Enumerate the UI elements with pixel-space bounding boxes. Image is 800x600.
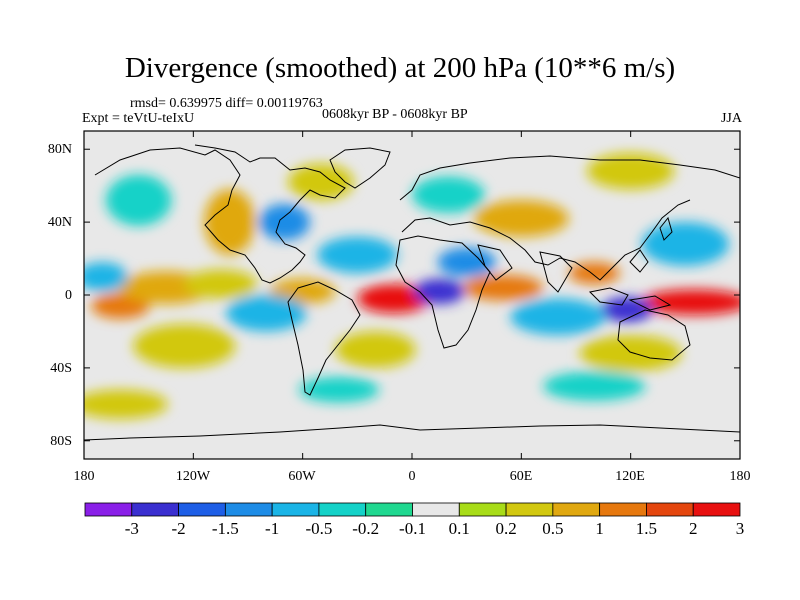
colorbar-label: -3 [124,519,139,538]
divergence-blob [473,200,569,237]
colorbar-label: -1.5 [211,519,239,538]
colorbar-swatch [412,502,460,517]
colorbar-label: -0.5 [305,519,333,538]
colorbar-swatch [646,502,694,517]
divergence-blob [357,284,431,314]
divergence-blob [84,389,168,419]
colorbar-label: 0.1 [448,519,470,538]
colorbar-label: 1 [595,519,604,538]
colorbar-swatch [599,502,647,517]
colorbar-label: 1.5 [635,519,658,538]
divergence-blob [412,176,485,213]
divergence-field [84,152,740,419]
divergence-blob [437,247,496,277]
divergence-blob [288,163,354,201]
divergence-blob [510,298,606,336]
lat-tick-label: 80N [47,142,72,157]
axis-ticks [83,131,741,459]
divergence-blob [258,203,310,241]
colorbar-swatch [131,502,179,517]
divergence-blob [317,236,398,274]
colorbar-swatch [552,502,601,517]
colorbar-swatch [318,502,367,517]
colorbar-label: 3 [735,519,745,538]
divergence-blob [463,274,544,301]
colorbar-label: -0.1 [399,519,426,538]
divergence-blob [299,377,380,403]
divergence-blob [413,278,465,305]
lon-tick-label: 0 [408,469,416,484]
colorbar-swatch [84,502,133,517]
stats-text: rmsd= 0.639975 diff= 0.00119763 [130,96,323,111]
experiment-label: Expt = teVtU-teIxU [82,111,195,126]
divergence-blob [184,269,258,299]
divergence-blob [543,371,646,401]
lon-tick-label: 120W [175,469,211,484]
colorbar-label: 0.5 [542,519,564,538]
divergence-blob [84,262,128,292]
colorbar-swatch [224,502,273,517]
colorbar-label: -1 [265,519,280,538]
divergence-blob [579,335,682,372]
divergence-blob [639,289,740,316]
lon-tick-label: 60E [509,469,533,484]
lat-tick-label: 0 [65,288,72,303]
colorbar [84,502,741,517]
colorbar-swatch [365,502,413,517]
divergence-blob [641,222,730,266]
season-label: JJA [720,111,742,126]
divergence-blob [335,331,416,368]
period-label: 0608kyr BP - 0608kyr BP [322,107,468,122]
divergence-blob [601,296,653,323]
lat-tick-label: 40S [50,361,72,376]
divergence-blob [105,174,172,226]
colorbar-swatch [505,502,554,517]
plot-title: Divergence (smoothed) at 200 hPa (10**6 … [124,52,676,84]
divergence-blob [226,295,307,332]
lon-tick-label: 180 [729,469,751,484]
colorbar-label: 2 [688,519,698,538]
lon-tick-label: 60W [288,469,316,484]
lon-tick-label: 180 [73,469,95,484]
lon-tick-label: 120E [615,469,645,484]
coastlines [84,144,740,441]
colorbar-swatch [178,502,226,517]
colorbar-label: 0.2 [495,519,517,538]
colorbar-label: -2 [171,519,186,538]
lat-tick-label: 40N [47,215,72,230]
lat-tick-label: 80S [50,434,72,449]
colorbar-label: -0.2 [352,519,380,538]
divergence-blob [568,262,620,285]
divergence-blob [133,324,236,368]
colorbar-swatch [271,502,320,517]
colorbar-swatch [692,502,741,517]
colorbar-swatch [458,502,507,517]
divergence-blob [586,152,675,190]
